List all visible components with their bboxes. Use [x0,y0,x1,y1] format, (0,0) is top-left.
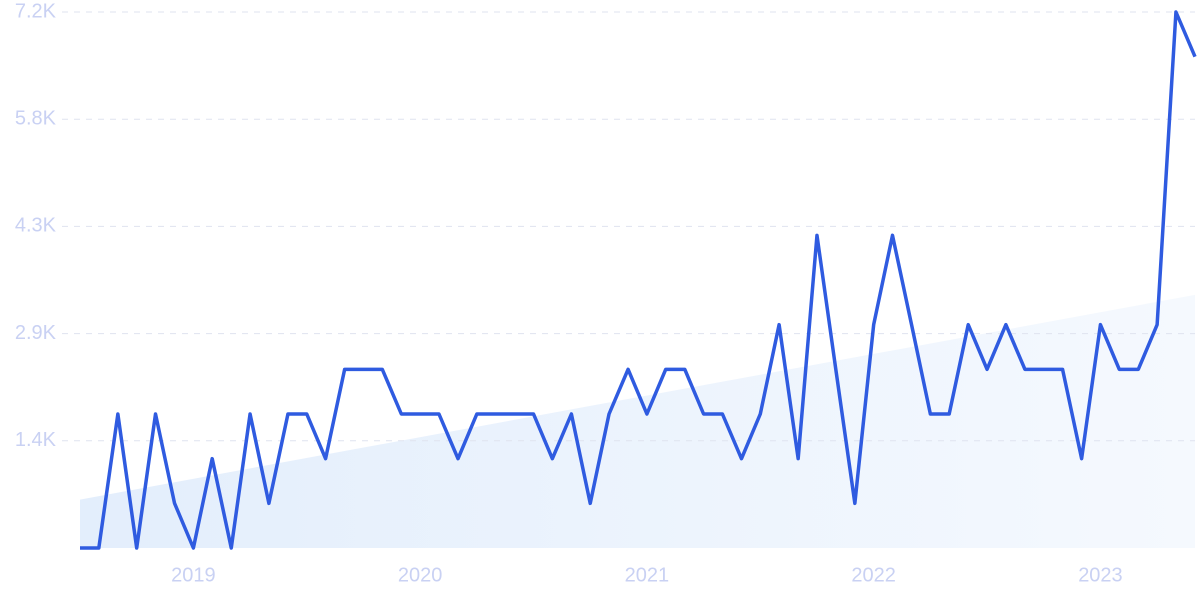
trend-area [80,294,1195,548]
x-tick-label: 2020 [398,564,443,586]
x-tick-label: 2022 [851,564,896,586]
y-tick-label: 2.9K [15,322,57,344]
y-tick-label: 5.8K [15,107,57,129]
y-tick-label: 1.4K [15,429,57,451]
x-tick-label: 2021 [625,564,670,586]
x-tick-label: 2023 [1078,564,1123,586]
y-tick-label: 7.2K [15,0,57,22]
y-tick-label: 4.3K [15,215,57,237]
line [80,10,1197,550]
x-tick-label: 2019 [171,564,216,586]
